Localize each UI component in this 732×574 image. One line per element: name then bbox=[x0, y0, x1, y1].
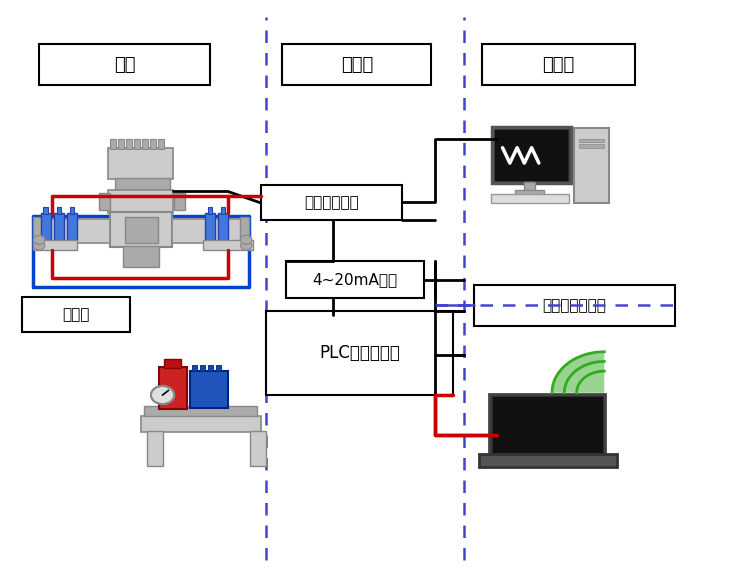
Circle shape bbox=[33, 241, 45, 250]
FancyBboxPatch shape bbox=[23, 297, 130, 332]
FancyBboxPatch shape bbox=[283, 44, 431, 85]
FancyBboxPatch shape bbox=[286, 261, 424, 298]
Text: 调试及监测系统: 调试及监测系统 bbox=[542, 298, 606, 313]
Text: 液压油: 液压油 bbox=[62, 307, 90, 323]
FancyBboxPatch shape bbox=[491, 395, 604, 455]
FancyBboxPatch shape bbox=[524, 182, 535, 192]
FancyBboxPatch shape bbox=[111, 139, 116, 149]
Circle shape bbox=[33, 235, 45, 245]
FancyBboxPatch shape bbox=[70, 207, 74, 214]
FancyBboxPatch shape bbox=[134, 139, 140, 149]
FancyBboxPatch shape bbox=[33, 217, 42, 245]
FancyBboxPatch shape bbox=[39, 44, 210, 85]
Circle shape bbox=[240, 241, 252, 250]
FancyBboxPatch shape bbox=[125, 216, 157, 243]
FancyBboxPatch shape bbox=[493, 128, 569, 182]
FancyBboxPatch shape bbox=[164, 359, 182, 368]
FancyBboxPatch shape bbox=[190, 371, 228, 408]
Text: 4~20mA信号: 4~20mA信号 bbox=[313, 273, 397, 288]
FancyBboxPatch shape bbox=[100, 193, 111, 210]
FancyBboxPatch shape bbox=[123, 246, 159, 267]
Text: 上死点传感器: 上死点传感器 bbox=[304, 195, 359, 210]
FancyBboxPatch shape bbox=[266, 311, 453, 395]
FancyBboxPatch shape bbox=[33, 240, 77, 250]
FancyBboxPatch shape bbox=[579, 139, 605, 142]
FancyBboxPatch shape bbox=[208, 366, 214, 371]
FancyBboxPatch shape bbox=[474, 285, 676, 325]
Polygon shape bbox=[552, 352, 605, 393]
FancyBboxPatch shape bbox=[141, 416, 261, 432]
FancyBboxPatch shape bbox=[261, 185, 403, 220]
FancyBboxPatch shape bbox=[43, 207, 48, 214]
FancyBboxPatch shape bbox=[150, 139, 156, 149]
FancyBboxPatch shape bbox=[108, 191, 173, 213]
FancyBboxPatch shape bbox=[203, 240, 253, 250]
FancyBboxPatch shape bbox=[119, 139, 124, 149]
FancyBboxPatch shape bbox=[174, 193, 185, 210]
FancyBboxPatch shape bbox=[56, 207, 61, 214]
Text: PLC控制器模块: PLC控制器模块 bbox=[319, 344, 400, 362]
Text: 控制室: 控制室 bbox=[542, 56, 575, 73]
FancyBboxPatch shape bbox=[146, 431, 163, 466]
FancyBboxPatch shape bbox=[575, 128, 609, 203]
FancyBboxPatch shape bbox=[159, 367, 187, 409]
FancyBboxPatch shape bbox=[111, 212, 172, 247]
Text: 现场: 现场 bbox=[113, 56, 135, 73]
FancyBboxPatch shape bbox=[491, 195, 569, 203]
FancyBboxPatch shape bbox=[515, 191, 544, 197]
FancyBboxPatch shape bbox=[158, 139, 164, 149]
FancyBboxPatch shape bbox=[218, 213, 228, 241]
FancyBboxPatch shape bbox=[205, 213, 215, 241]
Text: 机柜室: 机柜室 bbox=[341, 56, 373, 73]
FancyBboxPatch shape bbox=[200, 366, 206, 371]
FancyBboxPatch shape bbox=[192, 366, 198, 371]
FancyBboxPatch shape bbox=[216, 366, 222, 371]
Circle shape bbox=[240, 235, 252, 245]
FancyBboxPatch shape bbox=[172, 219, 243, 243]
FancyBboxPatch shape bbox=[479, 453, 616, 467]
FancyBboxPatch shape bbox=[482, 44, 635, 85]
FancyBboxPatch shape bbox=[67, 213, 77, 241]
FancyBboxPatch shape bbox=[208, 207, 212, 214]
FancyBboxPatch shape bbox=[579, 144, 605, 148]
FancyBboxPatch shape bbox=[240, 217, 249, 245]
FancyBboxPatch shape bbox=[144, 406, 257, 416]
FancyBboxPatch shape bbox=[53, 213, 64, 241]
FancyBboxPatch shape bbox=[142, 139, 148, 149]
FancyBboxPatch shape bbox=[116, 178, 170, 191]
Circle shape bbox=[151, 386, 174, 404]
FancyBboxPatch shape bbox=[39, 219, 111, 243]
FancyBboxPatch shape bbox=[221, 207, 225, 214]
FancyBboxPatch shape bbox=[40, 213, 51, 241]
FancyBboxPatch shape bbox=[127, 139, 132, 149]
FancyBboxPatch shape bbox=[250, 431, 266, 466]
FancyBboxPatch shape bbox=[108, 148, 173, 179]
